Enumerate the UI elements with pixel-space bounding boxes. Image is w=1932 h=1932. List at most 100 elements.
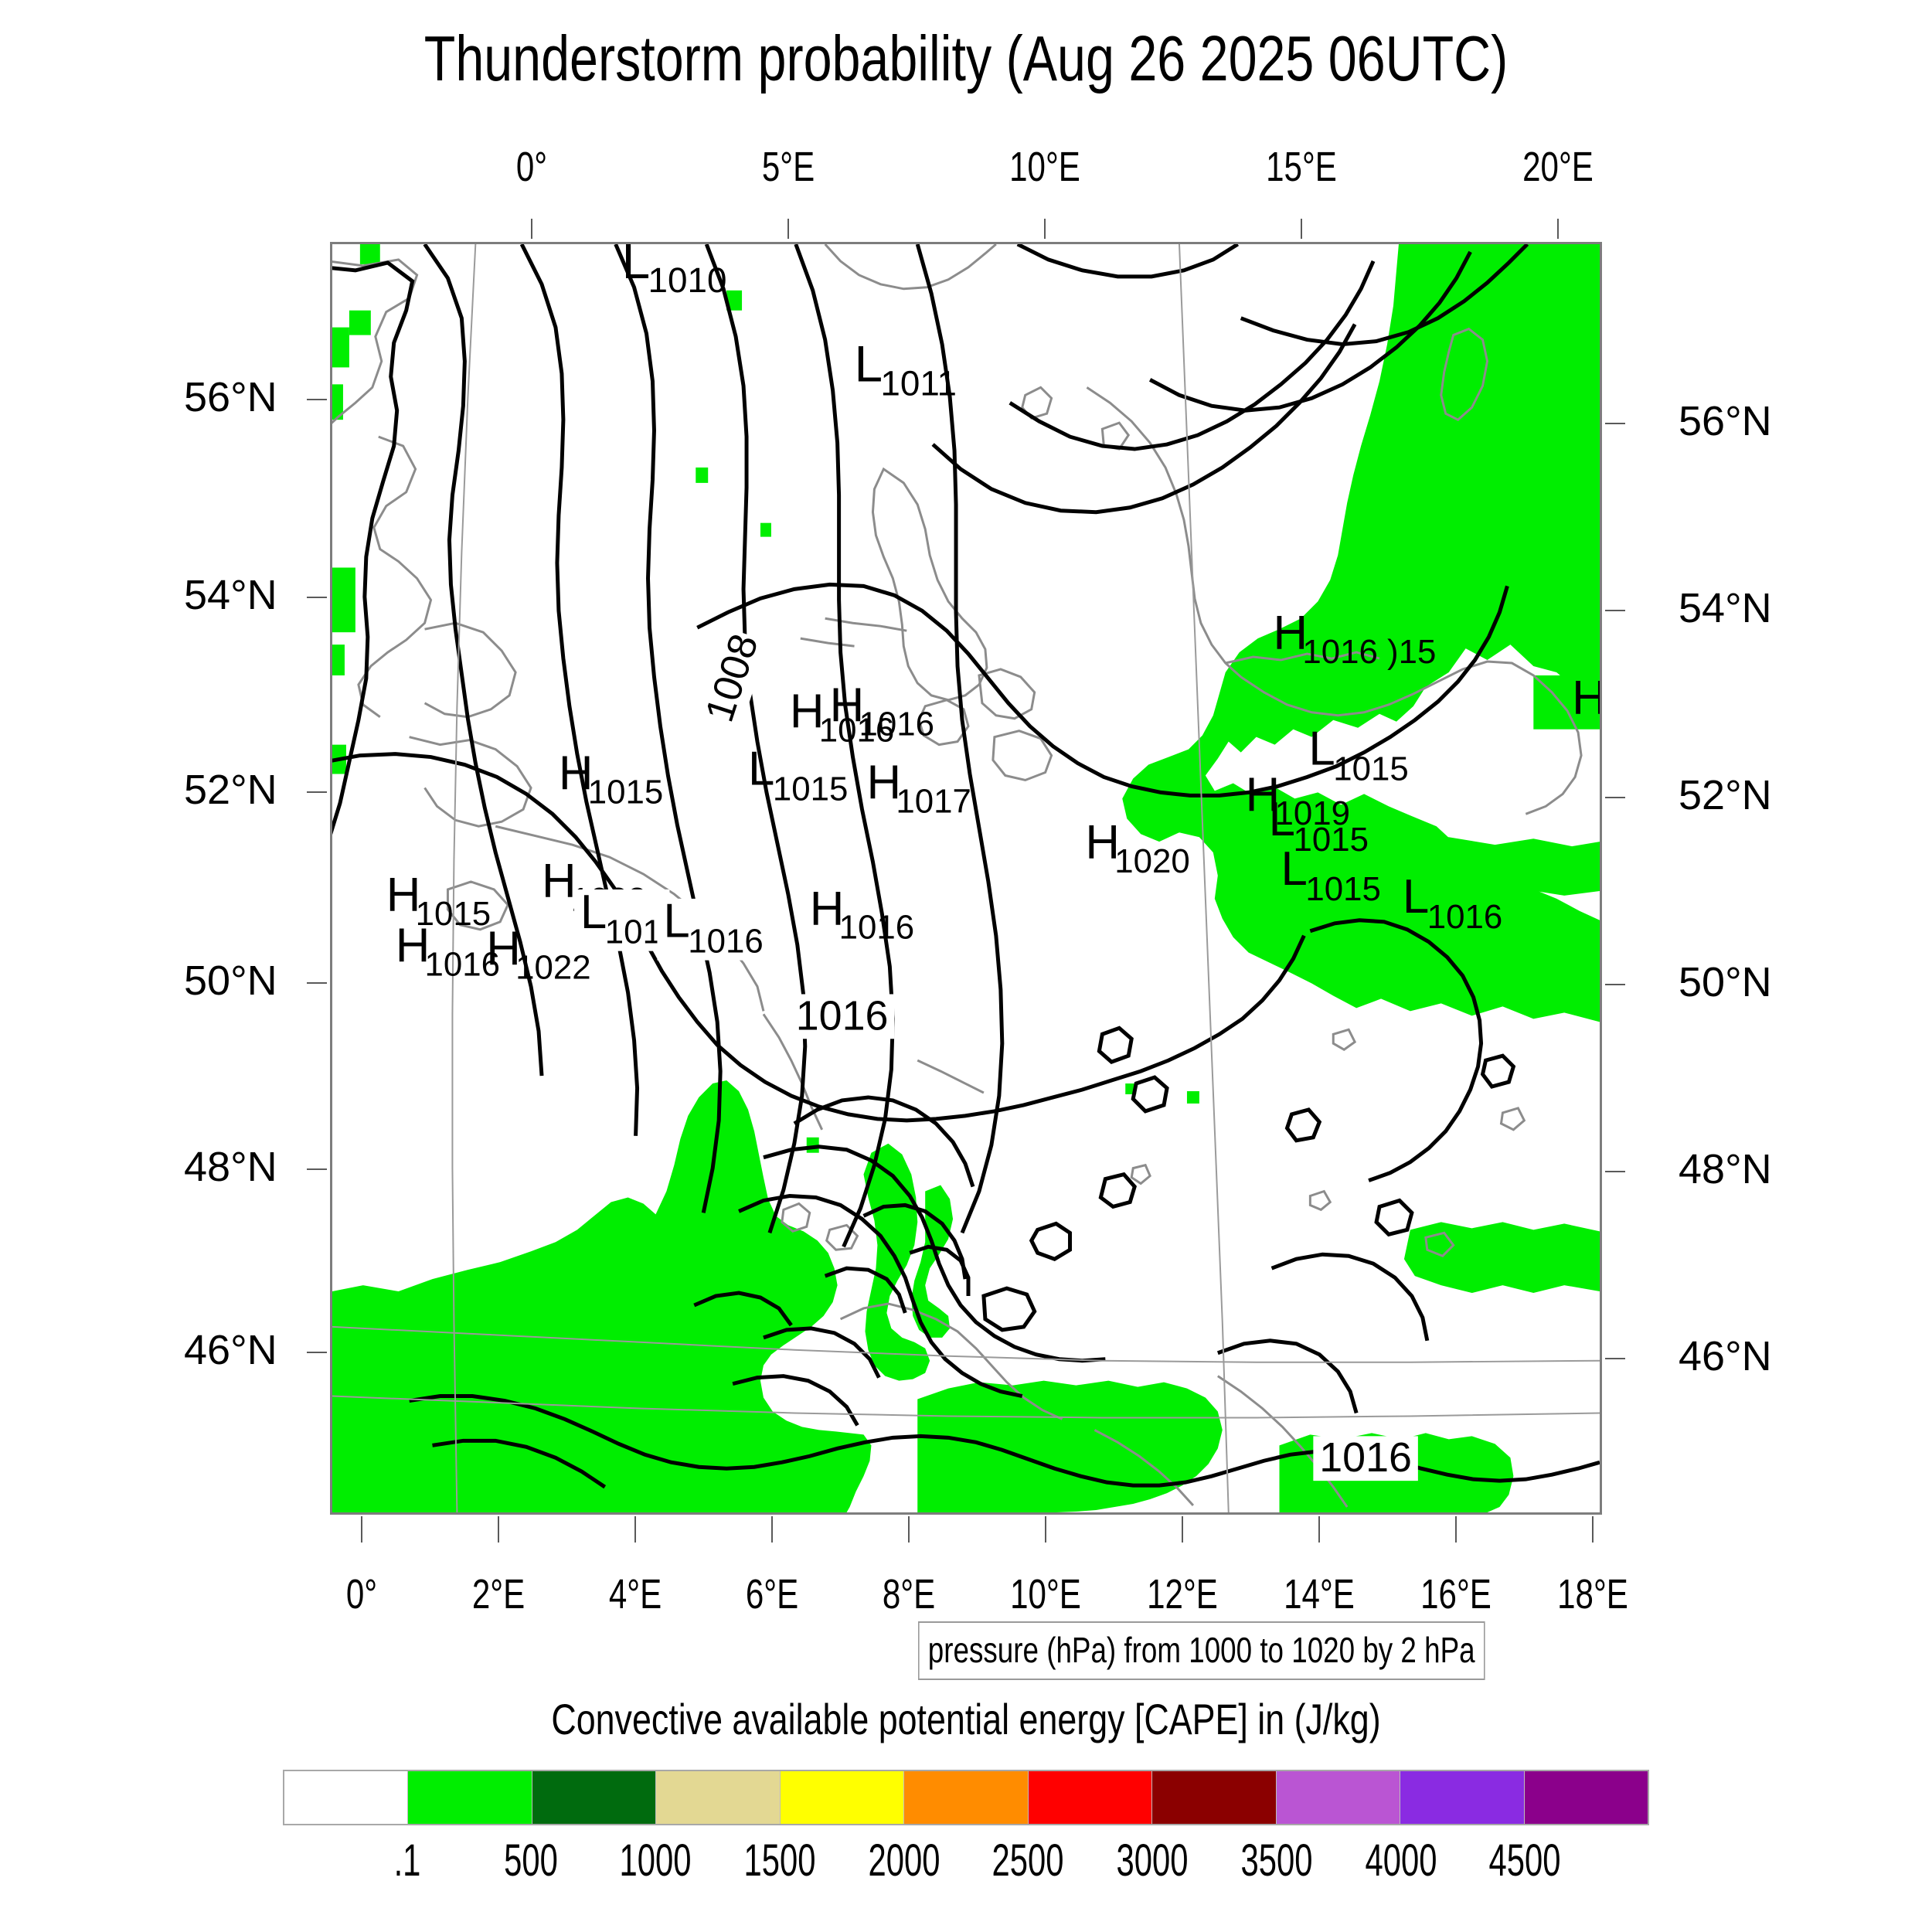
colorbar-swatch[interactable]	[655, 1771, 780, 1824]
pressure-center-marker: H 1016	[830, 679, 934, 743]
pressure-center-value: 1015	[588, 773, 664, 811]
pressure-center-value: 1015	[1293, 821, 1369, 859]
pressure-center-marker: H 1016	[1572, 672, 1600, 725]
pressure-center-marker: L 1015	[1281, 842, 1381, 908]
axis-label-bottom-lon: 0°	[345, 1571, 378, 1617]
pressure-center-marker: H 1022	[486, 923, 590, 987]
axis-label-bottom-lon: 8°E	[882, 1571, 936, 1617]
colorbar-tick-label: 4500	[1488, 1835, 1561, 1886]
pressure-center-layer: L 1010 L 1011 H 1016 )15 H 1016	[386, 244, 1600, 987]
colorbar-tick-label: .1	[393, 1835, 421, 1886]
colorbar-swatch[interactable]	[903, 1771, 1028, 1824]
tick-left-lat	[307, 1352, 327, 1353]
pressure-center-marker: L 1011	[848, 335, 957, 403]
tick-left-lat	[307, 982, 327, 984]
axis-label-left-lat: 48°N	[184, 1144, 277, 1190]
tick-bottom-lon	[361, 1516, 362, 1543]
pressure-center-value: 1016	[819, 712, 895, 750]
tick-top-lon	[1557, 219, 1559, 239]
pressure-center-type: L	[855, 335, 883, 392]
pressure-center-marker: H 1016	[396, 920, 500, 984]
colorbar-swatch[interactable]	[1151, 1771, 1276, 1824]
map-graphics: 1008 1016 1016 L 1010 L 1011	[332, 244, 1600, 1512]
pressure-center-type: H	[866, 756, 901, 809]
axis-label-left-lat: 56°N	[184, 374, 277, 420]
tick-bottom-lon	[1318, 1516, 1320, 1543]
pressure-center-value: 1011	[880, 363, 957, 403]
cape-colorbar-labels: .1 500 1000 1500 2000 2500 3000 3500 4000 4500	[283, 1835, 1649, 1889]
tick-top-lon	[1301, 219, 1302, 239]
pressure-center-marker: H 1020	[1085, 816, 1189, 880]
axis-label-top-lon: 15°E	[1266, 144, 1337, 190]
cape-colorbar[interactable]	[283, 1770, 1649, 1825]
pressure-center-type: L	[580, 886, 607, 939]
pressure-center-value: 1015	[1333, 750, 1409, 787]
pressure-center-suffix: )15	[1387, 633, 1436, 671]
pressure-center-marker: L 1016	[1403, 870, 1502, 936]
pressure-center-marker: L 1015	[748, 742, 848, 808]
pressure-center-type: L	[1308, 723, 1335, 776]
tick-bottom-lon	[1455, 1516, 1457, 1543]
axis-label-bottom-lon: 10°E	[1010, 1571, 1081, 1617]
colorbar-swatch[interactable]	[779, 1771, 904, 1824]
pressure-center-type: L	[1403, 870, 1429, 923]
tick-bottom-lon	[1182, 1516, 1183, 1543]
pressure-center-value: 1016	[1302, 633, 1378, 671]
pressure-note-box: pressure (hPa) from 1000 to 1020 by 2 hP…	[918, 1621, 1485, 1680]
colorbar-swatch[interactable]	[531, 1771, 656, 1824]
pressure-center-type: H	[1274, 607, 1308, 660]
pressure-center-type: H	[559, 747, 594, 800]
pressure-center-type: H	[486, 923, 521, 976]
tick-top-lon	[531, 219, 532, 239]
axis-label-top-lon: 5°E	[761, 144, 815, 190]
pressure-center-type: L	[622, 244, 651, 289]
pressure-center-value: 1022	[515, 949, 591, 987]
pressure-center-type: H	[1246, 768, 1281, 821]
pressure-center-value: 1016	[839, 909, 915, 947]
pressure-center-value: 1015	[1305, 870, 1381, 908]
pressure-center-type: L	[1281, 842, 1308, 896]
colorbar-swatch[interactable]	[1275, 1771, 1400, 1824]
colorbar-swatch[interactable]	[284, 1771, 408, 1824]
pressure-center-value: 1019	[1275, 794, 1351, 832]
axis-label-bottom-lon: 4°E	[608, 1571, 662, 1617]
colorbar-swatch[interactable]	[407, 1771, 532, 1824]
colorbar-swatch[interactable]	[1523, 1771, 1648, 1824]
pressure-center-value: 1017	[896, 782, 971, 820]
pressure-center-value: 1020	[1114, 842, 1190, 880]
colorbar-swatch[interactable]	[1400, 1771, 1524, 1824]
tick-right-lat	[1605, 610, 1625, 611]
colorbar-tick-label: 1500	[743, 1835, 816, 1886]
colorbar-tick-label: 3000	[1116, 1835, 1189, 1886]
pressure-center-marker: L 1016	[657, 895, 764, 961]
pressure-center-type: L	[663, 895, 689, 948]
pressure-center-type: H	[1085, 816, 1120, 869]
tick-bottom-lon	[634, 1516, 636, 1543]
axis-label-right-lat: 50°N	[1679, 959, 1772, 1005]
pressure-center-marker: L 1015	[1269, 793, 1369, 859]
tick-top-lon	[787, 219, 789, 239]
pressure-center-type: L	[1269, 793, 1295, 846]
axis-label-right-lat: 52°N	[1679, 772, 1772, 818]
tick-right-lat	[1605, 1358, 1625, 1359]
tick-right-lat	[1605, 423, 1625, 424]
axis-label-bottom-lon: 18°E	[1557, 1571, 1628, 1617]
pressure-center-type: H	[830, 679, 865, 733]
map-canvas[interactable]: 1008 1016 1016 L 1010 L 1011	[330, 242, 1602, 1515]
colorbar-swatch[interactable]	[1027, 1771, 1152, 1824]
pressure-center-type: H	[542, 855, 577, 908]
axis-label-right-lat: 56°N	[1679, 398, 1772, 444]
axis-label-bottom-lon: 14°E	[1284, 1571, 1355, 1617]
axis-label-bottom-lon: 2°E	[471, 1571, 526, 1617]
cape-caption: Convective available potential energy [C…	[551, 1695, 1381, 1743]
page-title: Thunderstorm probability (Aug 26 2025 06…	[423, 22, 1509, 94]
axis-label-left-lat: 50°N	[184, 957, 277, 1004]
pressure-center-type: H	[1572, 672, 1600, 725]
axis-label-left-lat: 52°N	[184, 767, 277, 813]
pressure-center-value: 1010	[648, 260, 727, 300]
axis-label-right-lat: 46°N	[1679, 1333, 1772, 1379]
tick-left-lat	[307, 791, 327, 793]
pressure-center-marker: H 1017	[866, 756, 971, 820]
tick-right-lat	[1605, 1171, 1625, 1172]
colorbar-tick-label: 1000	[619, 1835, 692, 1886]
